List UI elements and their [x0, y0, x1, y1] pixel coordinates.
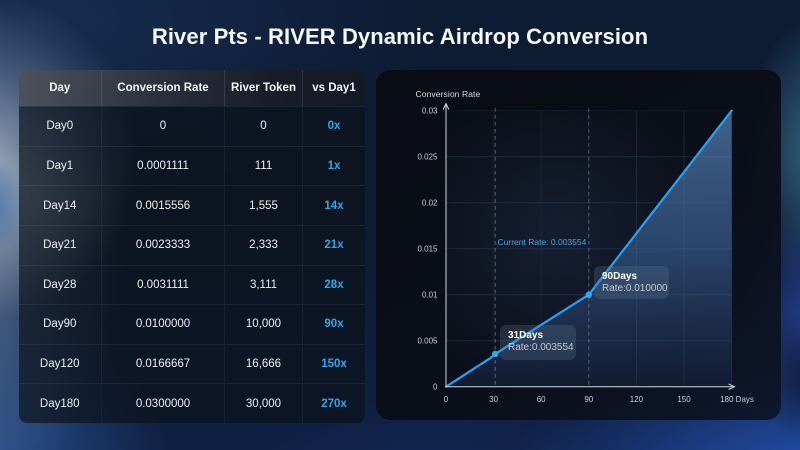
- svg-text:90: 90: [584, 395, 593, 404]
- svg-text:60: 60: [537, 395, 546, 404]
- svg-text:0: 0: [433, 383, 438, 392]
- svg-text:180 Days: 180 Days: [720, 395, 754, 404]
- svg-text:30: 30: [489, 395, 498, 404]
- svg-text:0: 0: [444, 395, 449, 404]
- svg-text:0.02: 0.02: [422, 199, 438, 208]
- svg-text:0.01: 0.01: [422, 291, 438, 300]
- svg-text:0.015: 0.015: [417, 245, 438, 254]
- svg-text:0.025: 0.025: [417, 153, 438, 162]
- svg-text:0.005: 0.005: [417, 337, 438, 346]
- svg-text:120: 120: [630, 395, 644, 404]
- svg-text:0.03: 0.03: [422, 107, 438, 116]
- svg-text:150: 150: [677, 395, 691, 404]
